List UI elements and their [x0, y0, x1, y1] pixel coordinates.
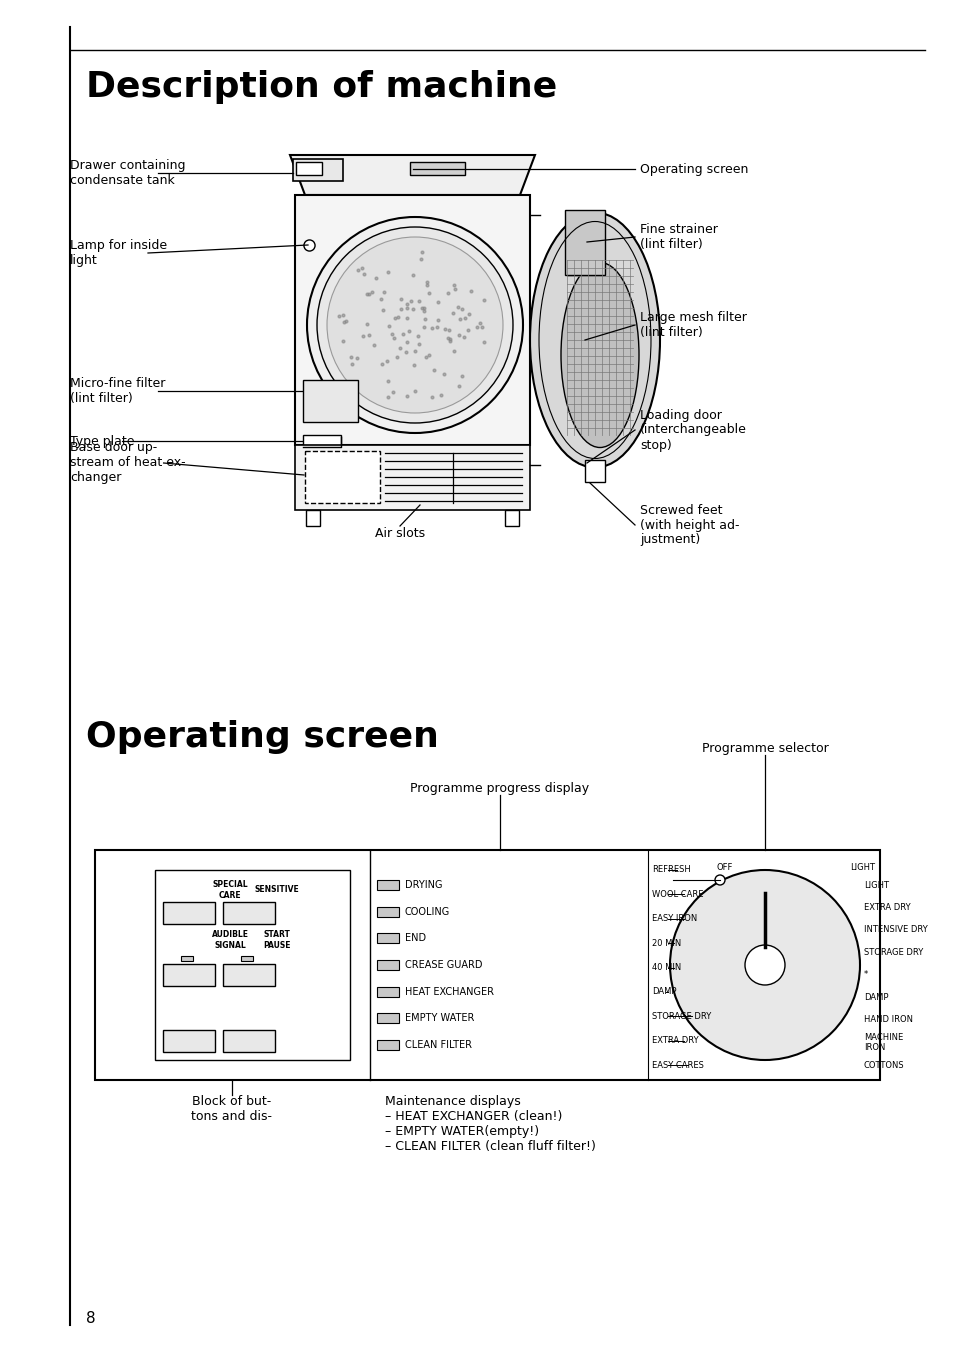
Bar [376, 880, 398, 890]
Bar [305, 452, 379, 503]
Text: STORAGE DRY: STORAGE DRY [651, 1011, 711, 1021]
Text: 40 MIN: 40 MIN [651, 963, 680, 972]
Bar [154, 869, 350, 1060]
Bar [564, 210, 604, 274]
Text: EMPTY WATER: EMPTY WATER [405, 1013, 474, 1023]
Bar [376, 1040, 398, 1049]
Bar [163, 902, 214, 923]
Text: LIGHT: LIGHT [863, 880, 888, 890]
Text: Drawer containing
condensate tank: Drawer containing condensate tank [70, 160, 185, 187]
Bar [376, 1013, 398, 1023]
Text: Maintenance displays
– HEAT EXCHANGER (clean!)
– EMPTY WATER(empty!)
– CLEAN FIL: Maintenance displays – HEAT EXCHANGER (c… [385, 1095, 596, 1153]
Text: AUDIBLE
SIGNAL: AUDIBLE SIGNAL [212, 930, 248, 949]
Polygon shape [290, 155, 535, 195]
Bar [223, 964, 274, 986]
Text: DRYING: DRYING [405, 880, 442, 890]
Text: SENSITIVE: SENSITIVE [254, 886, 299, 895]
Text: EXTRA DRY: EXTRA DRY [651, 1036, 698, 1045]
Text: 8: 8 [86, 1310, 95, 1326]
Text: Base door up-
stream of heat ex-
changer: Base door up- stream of heat ex- changer [70, 442, 186, 484]
Circle shape [307, 218, 522, 433]
Text: Large mesh filter
(lint filter): Large mesh filter (lint filter) [639, 311, 746, 339]
Text: COTTONS: COTTONS [863, 1060, 903, 1069]
Bar [95, 850, 879, 1080]
Bar [410, 162, 464, 174]
Circle shape [327, 237, 502, 412]
Bar [163, 1030, 214, 1052]
Text: DAMP: DAMP [863, 992, 887, 1002]
Bar [584, 460, 604, 483]
Bar [181, 956, 193, 961]
Text: SPECIAL
CARE: SPECIAL CARE [212, 880, 248, 899]
Text: Programme selector: Programme selector [700, 742, 827, 754]
Ellipse shape [560, 262, 639, 448]
Bar [295, 162, 322, 174]
Circle shape [744, 945, 784, 986]
Text: EASY CARES: EASY CARES [651, 1060, 703, 1069]
Bar [223, 902, 274, 923]
Text: HEAT EXCHANGER: HEAT EXCHANGER [405, 987, 494, 996]
Bar [376, 960, 398, 969]
Bar [376, 987, 398, 996]
Text: MACHINE
IRON: MACHINE IRON [863, 1033, 902, 1052]
Text: OFF: OFF [717, 864, 733, 872]
Text: Fine strainer
(lint filter): Fine strainer (lint filter) [639, 223, 717, 251]
Text: STORAGE DRY: STORAGE DRY [863, 948, 923, 957]
Ellipse shape [530, 212, 659, 468]
Text: Loading door
(interchangeable
stop): Loading door (interchangeable stop) [639, 408, 746, 452]
Text: WOOL CARE: WOOL CARE [651, 890, 702, 899]
Text: Air slots: Air slots [375, 527, 425, 539]
Text: EXTRA DRY: EXTRA DRY [863, 903, 910, 913]
Bar [223, 1030, 274, 1052]
Text: Micro-fine filter
(lint filter): Micro-fine filter (lint filter) [70, 377, 165, 406]
Text: END: END [405, 933, 426, 944]
Text: CREASE GUARD: CREASE GUARD [405, 960, 482, 969]
Circle shape [316, 227, 513, 423]
Bar [293, 160, 343, 181]
Text: Programme progress display: Programme progress display [410, 781, 589, 795]
Text: Operating screen: Operating screen [86, 721, 438, 754]
Bar [163, 964, 214, 986]
Text: LIGHT: LIGHT [849, 864, 874, 872]
Text: EASY IRON: EASY IRON [651, 914, 697, 923]
Text: Type plate: Type plate [70, 434, 134, 448]
Bar [504, 510, 518, 526]
Bar [241, 956, 253, 961]
Bar [294, 195, 530, 445]
Text: Lamp for inside
light: Lamp for inside light [70, 239, 167, 266]
Bar [303, 380, 357, 422]
Text: CLEAN FILTER: CLEAN FILTER [405, 1040, 472, 1049]
Text: 20 MIN: 20 MIN [651, 938, 680, 948]
Text: Operating screen: Operating screen [639, 162, 747, 176]
Circle shape [714, 875, 724, 886]
Text: DAMP: DAMP [651, 987, 676, 996]
Bar [376, 933, 398, 944]
Text: *: * [863, 971, 867, 979]
Circle shape [669, 869, 859, 1060]
Bar [306, 510, 319, 526]
Text: START
PAUSE: START PAUSE [263, 930, 291, 949]
Text: Description of machine: Description of machine [86, 70, 557, 104]
Bar [376, 907, 398, 917]
Text: HAND IRON: HAND IRON [863, 1015, 912, 1025]
Text: REFRESH: REFRESH [651, 865, 690, 875]
Text: COOLING: COOLING [405, 907, 450, 917]
Bar [303, 435, 340, 448]
Bar [294, 445, 530, 510]
Text: INTENSIVE DRY: INTENSIVE DRY [863, 926, 926, 934]
Text: Screwed feet
(with height ad-
justment): Screwed feet (with height ad- justment) [639, 503, 739, 546]
Text: Block of but-
tons and dis-: Block of but- tons and dis- [192, 1095, 273, 1124]
